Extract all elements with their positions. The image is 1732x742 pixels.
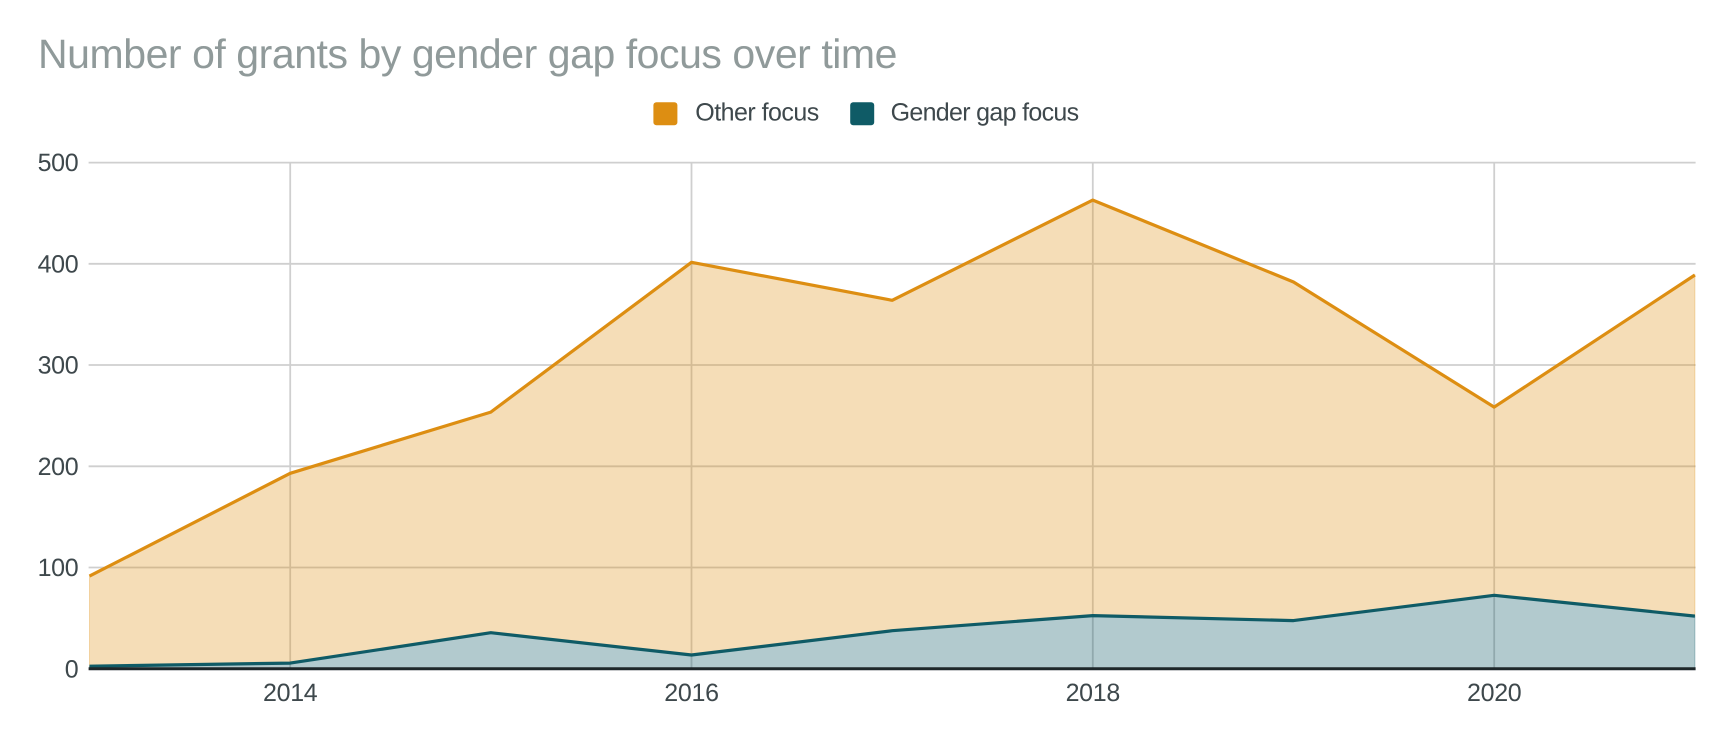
svg-text:2018: 2018 — [1066, 679, 1120, 707]
svg-text:Gender gap focus: Gender gap focus — [891, 99, 1079, 127]
svg-text:Other focus: Other focus — [695, 99, 818, 127]
svg-text:100: 100 — [38, 554, 79, 582]
svg-text:0: 0 — [65, 655, 79, 683]
svg-text:2016: 2016 — [664, 679, 718, 707]
svg-text:400: 400 — [38, 250, 79, 278]
svg-text:500: 500 — [38, 149, 79, 177]
svg-text:300: 300 — [38, 352, 79, 380]
svg-text:Number of grants by gender gap: Number of grants by gender gap focus ove… — [38, 31, 897, 77]
svg-text:200: 200 — [38, 453, 79, 481]
svg-text:2020: 2020 — [1467, 679, 1521, 707]
svg-text:2014: 2014 — [263, 679, 318, 707]
